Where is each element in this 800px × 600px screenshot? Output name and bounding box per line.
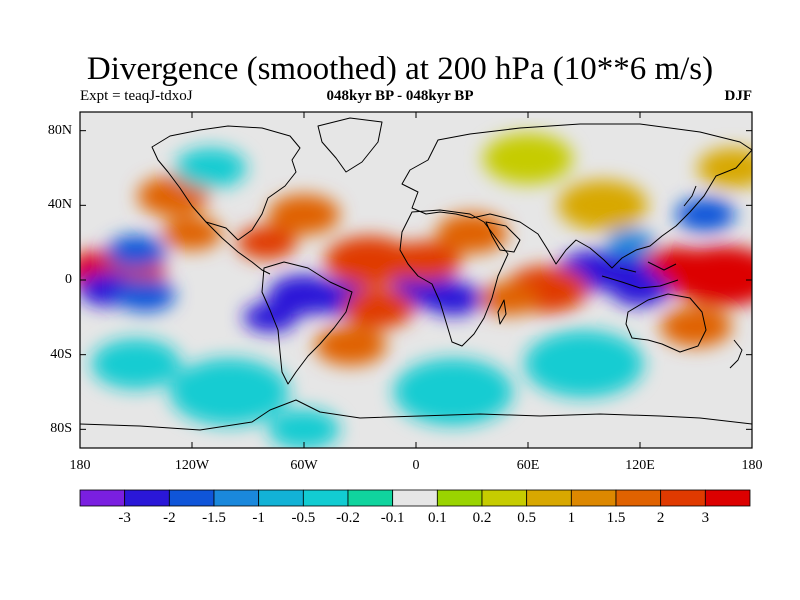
- divergence-feature-16: [389, 241, 462, 282]
- divergence-feature-34: [393, 358, 514, 426]
- colorbar-swatch-7: [392, 489, 438, 507]
- colorbar-label: -0.1: [380, 510, 405, 526]
- divergence-feature-29: [697, 147, 752, 189]
- colorbar-swatch-14: [704, 489, 751, 507]
- coastline-eurasia: [401, 123, 752, 269]
- colorbar-label: -0.5: [291, 510, 316, 526]
- divergence-feature-19: [479, 281, 540, 316]
- colorbar-label: 0.5: [517, 510, 537, 526]
- coastline-greenland: [317, 117, 383, 173]
- divergence-feature-23: [268, 194, 340, 235]
- lat-label: 40S: [50, 346, 72, 362]
- colorbar-label: 1: [567, 510, 576, 526]
- coastline-arabia: [485, 221, 521, 253]
- divergence-feature-32: [91, 338, 181, 390]
- lon-label: 180: [69, 458, 91, 473]
- divergence-feature-9: [243, 302, 298, 333]
- colorbar-swatch-6: [347, 489, 394, 507]
- period-label: 048kyr BP - 048kyr BP: [326, 88, 474, 104]
- colorbar-swatch-8: [436, 489, 483, 507]
- divergence-feature-20: [342, 287, 415, 329]
- colorbar-swatch-3: [213, 489, 260, 507]
- colorbar-label: -3: [118, 510, 131, 526]
- divergence-feature-21: [314, 325, 387, 366]
- experiment-label: Expt = teaqJ-tdxoJ: [80, 88, 193, 104]
- colorbar-swatch-0: [79, 489, 126, 507]
- season-label: DJF: [724, 88, 753, 104]
- lat-label: 40N: [47, 197, 72, 213]
- lon-label: 120W: [174, 458, 210, 473]
- coastline-north-america: [151, 125, 301, 241]
- coastline-new-zealand: [729, 339, 743, 369]
- lon-label: 60W: [290, 458, 318, 473]
- divergence-feature-37: [606, 229, 655, 257]
- coastline-japan: [683, 185, 697, 207]
- colorbar-swatch-13: [660, 489, 706, 507]
- divergence-feature-5: [115, 278, 176, 312]
- lat-label: 80N: [47, 122, 72, 138]
- divergence-feature-26: [675, 197, 736, 232]
- lat-label: 80S: [50, 421, 72, 437]
- divergence-feature-33: [169, 358, 290, 426]
- colorbar-swatch-1: [124, 489, 170, 507]
- map-title: Divergence (smoothed) at 200 hPa (10**6 …: [86, 51, 714, 87]
- divergence-feature-30: [483, 133, 573, 184]
- divergence-feature-6: [106, 235, 166, 269]
- coastline-madagascar: [497, 299, 507, 325]
- colorbar-swatch-11: [570, 489, 617, 507]
- lon-label: 120E: [625, 458, 655, 473]
- colorbar-label: -1: [252, 510, 265, 526]
- coastline-indonesia: [601, 261, 679, 289]
- lon-label: 60E: [516, 458, 540, 473]
- divergence-feature-28: [174, 147, 247, 189]
- colorbar-label: 0.2: [472, 510, 492, 526]
- divergence-feature-24: [162, 216, 222, 251]
- divergence-feature-25: [137, 175, 210, 217]
- divergence-feature-17: [436, 213, 508, 254]
- divergence-feature-14: [610, 272, 670, 307]
- divergence-feature-27: [557, 180, 648, 231]
- colorbar-label: 1.5: [606, 510, 626, 526]
- divergence-feature-36: [660, 306, 732, 347]
- divergence-feature-31: [524, 330, 644, 398]
- colorbar-swatch-9: [481, 489, 528, 507]
- colorbar-label: -1.5: [202, 510, 226, 526]
- lon-label: 180: [741, 458, 763, 473]
- colorbar-swatch-5: [302, 489, 349, 507]
- divergence-feature-22: [236, 225, 297, 260]
- colorbar-swatch-2: [168, 489, 215, 507]
- colorbar-label: 2: [656, 510, 665, 526]
- coastline-antarctica: [80, 399, 752, 431]
- colorbar-swatch-10: [526, 489, 572, 507]
- colorbar-label: 0.1: [427, 510, 447, 526]
- coastline-south-america: [261, 261, 353, 385]
- coastline-africa: [399, 209, 509, 347]
- colorbar-label: 3: [701, 510, 710, 526]
- divergence-feature-11: [423, 281, 484, 316]
- lat-label: 0: [65, 272, 72, 287]
- divergence-feature-15: [324, 236, 415, 287]
- lon-label: 0: [412, 458, 420, 473]
- colorbar-label: -0.2: [336, 510, 360, 526]
- colorbar-swatch-4: [258, 489, 304, 507]
- colorbar-swatch-12: [615, 489, 662, 507]
- coastline-australia: [625, 293, 707, 353]
- colorbar-label: -2: [163, 510, 176, 526]
- divergence-feature-35: [268, 409, 340, 448]
